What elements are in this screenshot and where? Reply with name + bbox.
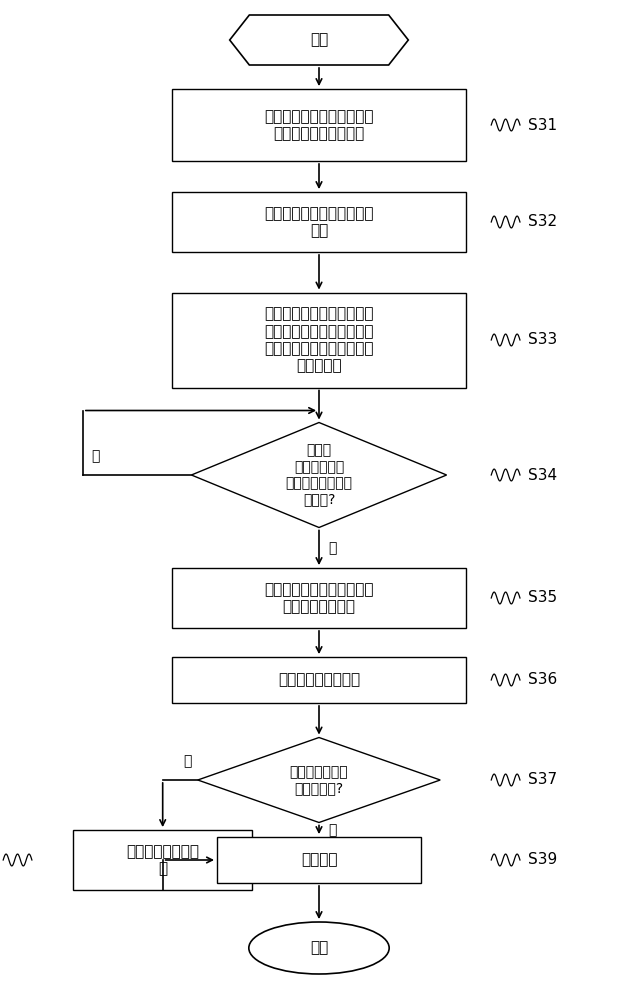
Polygon shape [191, 422, 447, 527]
Text: 执行受电器切除动
作: 执行受电器切除动 作 [126, 844, 199, 876]
Text: S39: S39 [528, 852, 557, 867]
Polygon shape [230, 15, 408, 65]
FancyBboxPatch shape [172, 657, 466, 703]
Text: 开始: 开始 [310, 32, 328, 47]
Text: S33: S33 [528, 332, 557, 348]
FancyBboxPatch shape [172, 292, 466, 387]
Text: 车辆充电接触器断开: 车辆充电接触器断开 [278, 672, 360, 688]
FancyBboxPatch shape [73, 830, 252, 890]
Text: S31: S31 [528, 117, 557, 132]
Polygon shape [198, 738, 440, 822]
Text: 是: 是 [329, 823, 337, 837]
FancyBboxPatch shape [217, 837, 421, 883]
Text: S35: S35 [528, 590, 557, 605]
Text: 接收地面充电站控制系统发
送的地面允许充电信息: 接收地面充电站控制系统发 送的地面允许充电信息 [264, 109, 374, 141]
FancyBboxPatch shape [172, 89, 466, 161]
Ellipse shape [249, 922, 389, 974]
Text: S37: S37 [528, 772, 557, 788]
Text: 发送升弓指令，控制受电器
上升: 发送升弓指令，控制受电器 上升 [264, 206, 374, 238]
Text: 发送车载禁止充电信息到地
面充电站控制系统: 发送车载禁止充电信息到地 面充电站控制系统 [264, 582, 374, 614]
Text: 结束: 结束 [310, 940, 328, 956]
Text: 车辆启动: 车辆启动 [300, 852, 338, 867]
Text: S36: S36 [528, 672, 557, 688]
Text: 受电器升弓到位后，控制车
辆充电接触器闭合，发送车
载允许充电信息到地面充电
站控制系统: 受电器升弓到位后，控制车 辆充电接触器闭合，发送车 载允许充电信息到地面充电 站… [264, 306, 374, 374]
FancyBboxPatch shape [172, 192, 466, 252]
FancyBboxPatch shape [172, 568, 466, 628]
Text: 否: 否 [91, 449, 100, 463]
Text: 是: 是 [329, 541, 337, 555]
Text: 受电器指定时间
内降弓到位?: 受电器指定时间 内降弓到位? [290, 765, 348, 795]
Text: S34: S34 [528, 468, 557, 483]
Text: S32: S32 [528, 215, 557, 230]
Text: 充电完
毕后，发送降
弓指令，控制受电
器下降?: 充电完 毕后，发送降 弓指令，控制受电 器下降? [285, 444, 353, 506]
Text: 否: 否 [183, 754, 191, 768]
